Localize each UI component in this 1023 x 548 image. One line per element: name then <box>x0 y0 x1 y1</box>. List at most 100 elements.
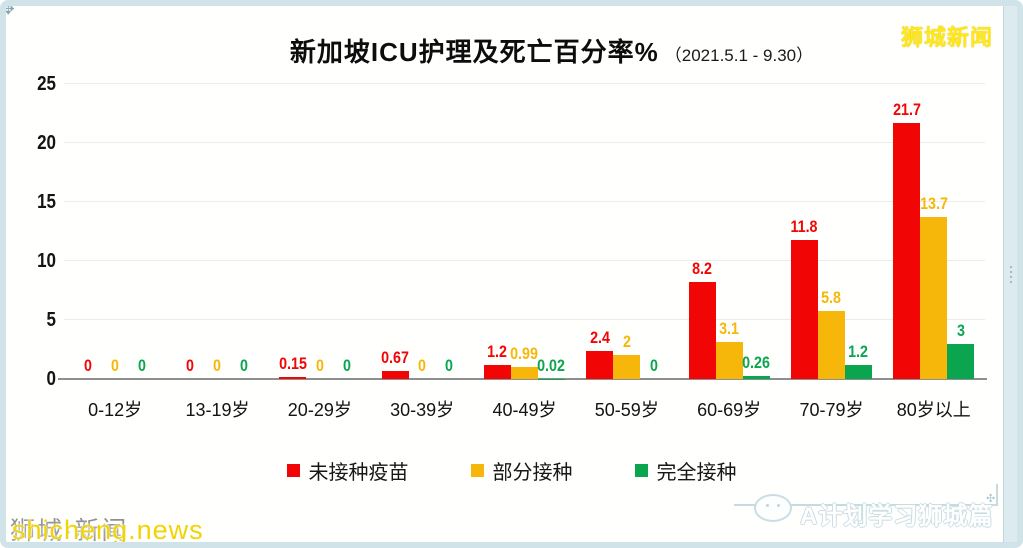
bar-group: 0.15 0 0 <box>269 84 371 379</box>
legend-label: 完全接种 <box>656 462 737 484</box>
right-drag-handle[interactable] <box>1003 6 1017 542</box>
bar-slot: 0 <box>640 84 667 379</box>
move-handle-icon[interactable]: ✥ <box>2 1 15 18</box>
y-axis: 0 5 10 15 20 25 <box>6 74 56 389</box>
bar-slot: 0.15 <box>279 84 307 379</box>
bar-slot: 0 <box>102 84 129 379</box>
sparkle-icon: ✣ <box>986 493 996 505</box>
bar <box>920 217 948 379</box>
bar-value-label: 0 <box>240 356 249 375</box>
y-tick-label: 20 <box>37 132 56 154</box>
bar-value-label: 0 <box>213 356 222 375</box>
bar <box>688 282 716 379</box>
bar-slot: 0.26 <box>742 84 771 379</box>
brand-watermark: 狮城新闻 <box>900 25 993 50</box>
bar-slot: 0 <box>177 84 204 379</box>
y-tick-label: 0 <box>46 368 56 390</box>
bar <box>817 310 845 379</box>
bar-slot: 0 <box>436 84 463 379</box>
bar-value-label: 0.99 <box>510 344 539 364</box>
legend: 未接种疫苗 部分接种 完全接种 <box>6 456 1017 485</box>
x-tick-label: 50-59岁 <box>594 400 659 420</box>
bar-slot: 2 <box>613 84 641 379</box>
gridline <box>64 142 985 143</box>
bar-value-label: 0 <box>138 356 147 375</box>
x-axis-baseline <box>58 378 987 380</box>
bar <box>742 375 770 379</box>
bar-slot: 0 <box>129 84 156 379</box>
bar-slot: 0 <box>231 84 258 379</box>
y-tick-label: 15 <box>37 191 56 213</box>
watermark-divider-line <box>734 504 998 506</box>
legend-item: 未接种疫苗 <box>286 456 409 485</box>
bar-slot: 0.99 <box>511 84 538 379</box>
bar-value-label: 0 <box>315 356 324 375</box>
bar-group: 1.2 0.99 0.02 <box>473 84 575 379</box>
bar-value-label: 0.67 <box>381 348 410 368</box>
bar-slot: 3 <box>947 84 975 379</box>
x-tick-label: 13-19岁 <box>185 400 250 420</box>
bar <box>510 367 538 379</box>
y-tick-label: 25 <box>37 73 56 95</box>
gridline <box>64 319 985 320</box>
bar <box>483 364 511 379</box>
bar-value-label: 2 <box>622 332 631 352</box>
bar <box>279 377 307 379</box>
bar-group: 2.4 2 0 <box>576 84 678 379</box>
bar-value-label: 21.7 <box>892 99 921 119</box>
legend-label: 未接种疫苗 <box>308 462 409 484</box>
x-tick-label: 70-79岁 <box>799 400 864 420</box>
bar-slot: 0 <box>306 84 333 379</box>
x-tick-label: 40-49岁 <box>492 400 557 420</box>
bar-value-label: 11.8 <box>790 216 818 236</box>
bar-value-label: 1.2 <box>848 341 869 361</box>
bar-value-label: 5.8 <box>821 287 842 307</box>
bar-slot: 8.2 <box>688 84 716 379</box>
bar-slot: 0 <box>204 84 231 379</box>
bar-slot: 0.67 <box>381 84 410 379</box>
bar-slot: 2.4 <box>586 84 614 379</box>
bar-value-label: 0 <box>111 356 120 375</box>
chart-header: 新加坡ICU护理及死亡百分率% （2021.5.1 - 9.30） <box>6 32 1017 69</box>
bar-group: 0.67 0 0 <box>371 84 473 379</box>
bar-slot: 0 <box>409 84 436 379</box>
legend-swatch-icon <box>634 464 648 477</box>
x-tick-label: 60-69岁 <box>697 400 762 420</box>
bar-value-label: 0 <box>445 356 454 375</box>
bottom-left-watermark: 狮城·新闻 shicheng.news <box>10 509 330 545</box>
watermark-back-text: 狮城·新闻 <box>10 517 129 545</box>
y-tick-label: 5 <box>46 309 56 331</box>
chart-title: 新加坡ICU护理及死亡百分率% <box>289 37 659 67</box>
bar-value-label: 0.26 <box>742 352 771 372</box>
bar-value-label: 0 <box>186 356 195 375</box>
bar-value-label: 3.1 <box>719 319 740 339</box>
bar <box>947 343 975 379</box>
legend-item: 部分接种 <box>470 456 573 485</box>
bar-value-label: 0 <box>342 356 351 375</box>
bar-group: 11.8 5.8 1.2 <box>780 84 882 379</box>
bar-group: 21.7 13.7 3 <box>883 84 985 379</box>
bar <box>893 122 921 379</box>
watermark-right-text: A计划学习狮城篇 <box>800 503 994 530</box>
legend-swatch-icon <box>286 464 300 477</box>
x-tick-label: 30-39岁 <box>390 400 455 420</box>
bar-slot: 0 <box>333 84 360 379</box>
bar-slot: 5.8 <box>817 84 845 379</box>
bar <box>715 342 743 379</box>
bar-value-label: 1.2 <box>487 341 508 361</box>
bottom-right-watermark: ✣ A计划学习狮城篇 <box>734 484 1017 538</box>
x-axis: 0-12岁 13-19岁 20-29岁 30-39岁 40-49岁 50-59岁 60-69… <box>64 396 985 422</box>
bar <box>613 355 641 379</box>
drag-handle-dots-icon <box>1009 265 1012 283</box>
bar-slot: 3.1 <box>715 84 743 379</box>
bar-value-label: 0 <box>649 356 658 375</box>
x-tick-label: 20-29岁 <box>287 400 352 420</box>
x-tick-label: 80岁以上 <box>896 400 971 420</box>
bar-slot: 21.7 <box>892 84 921 379</box>
bar <box>790 239 818 379</box>
bar-value-label: 13.7 <box>919 194 948 214</box>
bar-slot: 0 <box>75 84 102 379</box>
plot-area: 0 0 0 0 0 0 0.15 0 0 0.67 0 0 1.2 0.99 0.02 2.4 2 0 8.2 3.1… <box>58 83 987 380</box>
mascot-logo-icon <box>754 494 792 522</box>
